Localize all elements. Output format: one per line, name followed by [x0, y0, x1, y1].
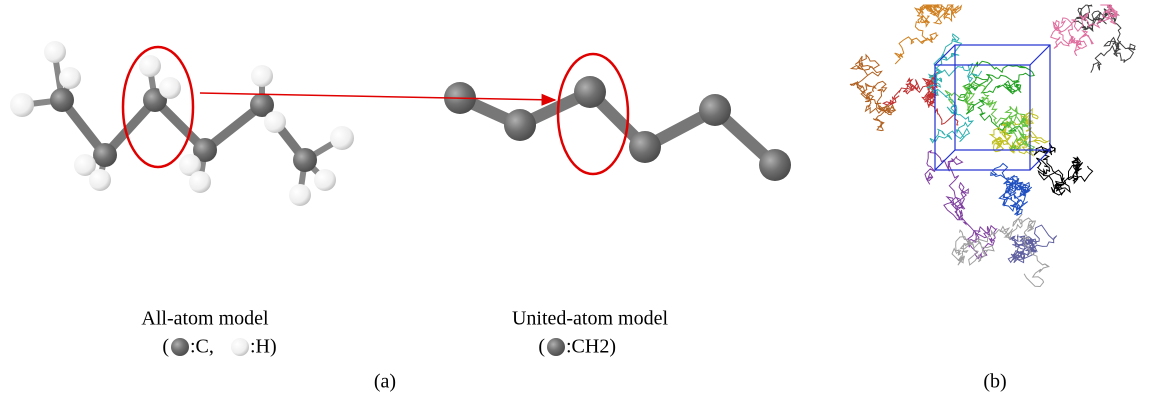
chain — [1034, 143, 1093, 195]
legend-icon — [231, 338, 249, 356]
legend-icon — [547, 338, 565, 356]
legend-text: :CH2) — [566, 336, 616, 358]
legend-text: ( — [538, 336, 545, 358]
model-label: All-atom model — [141, 308, 269, 330]
caption: (a) — [374, 371, 396, 393]
polymer-chains — [850, 5, 1135, 287]
legend-text: :C, — [190, 336, 214, 358]
chain — [1074, 5, 1136, 73]
chain — [925, 151, 997, 259]
united-atom-molecule — [444, 76, 791, 181]
legend-text: :H) — [250, 336, 277, 358]
chain — [883, 72, 958, 125]
legend-text: ( — [162, 336, 169, 358]
chain — [1051, 5, 1119, 56]
chain — [850, 55, 895, 131]
figure: All-atom model ( :C, :H) United-atom mod… — [0, 0, 1151, 406]
caption: (b) — [983, 371, 1006, 393]
chain — [1008, 225, 1057, 263]
legend-icon — [171, 338, 189, 356]
chain — [991, 163, 1032, 215]
model-label: United-atom model — [512, 308, 669, 330]
